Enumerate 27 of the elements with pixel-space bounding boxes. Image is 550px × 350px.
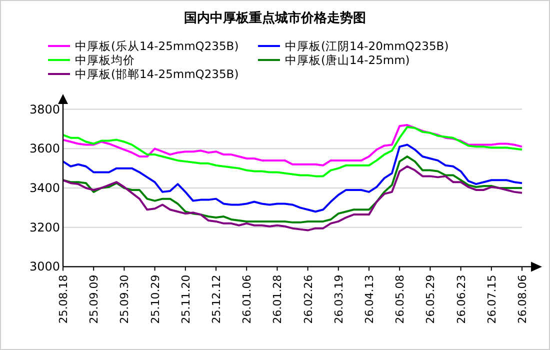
x-tick-label: 26.07.15 [485,274,498,324]
x-tick-label: 25.12.12 [210,274,223,324]
x-tick-label: 26.04.13 [363,274,376,324]
x-tick-label: 25.10.29 [148,274,162,324]
x-tick-label: 26.05.29 [424,274,438,324]
legend-label: 中厚板(江阴14-20mmQ235B) [285,39,449,53]
x-tick-label: 26.02.26 [302,274,315,324]
x-tick-label: 26.01.28 [271,274,284,324]
chart-title: 国内中厚板重点城市价格走势图 [184,10,366,26]
x-tick-label: 26.03.19 [332,274,346,324]
x-tick-label: 26.01.06 [240,274,254,324]
x-tick-label: 25.09.30 [118,274,132,324]
x-tick-label: 26.08.06 [516,274,529,324]
x-tick-label: 26.05.08 [394,274,407,324]
y-tick-label: 3200 [29,220,60,234]
legend-label: 中厚板均价 [75,53,135,67]
y-tick-label: 3800 [29,102,60,116]
y-tick-label: 3600 [29,142,60,156]
legend-label: 中厚板(唐山14-25mm) [285,53,410,67]
x-tick-label: 26.06.23 [454,274,468,324]
x-tick-label: 25.08.18 [57,274,70,324]
legend-label: 中厚板(邯郸14-25mmQ235B) [75,67,239,81]
x-tick-label: 25.11.20 [179,274,192,324]
y-tick-label: 3000 [29,260,60,274]
y-tick-label: 3400 [29,181,60,195]
legend-label: 中厚板(乐从14-25mmQ235B) [75,39,239,53]
x-tick-label: 25.09.09 [88,274,101,324]
